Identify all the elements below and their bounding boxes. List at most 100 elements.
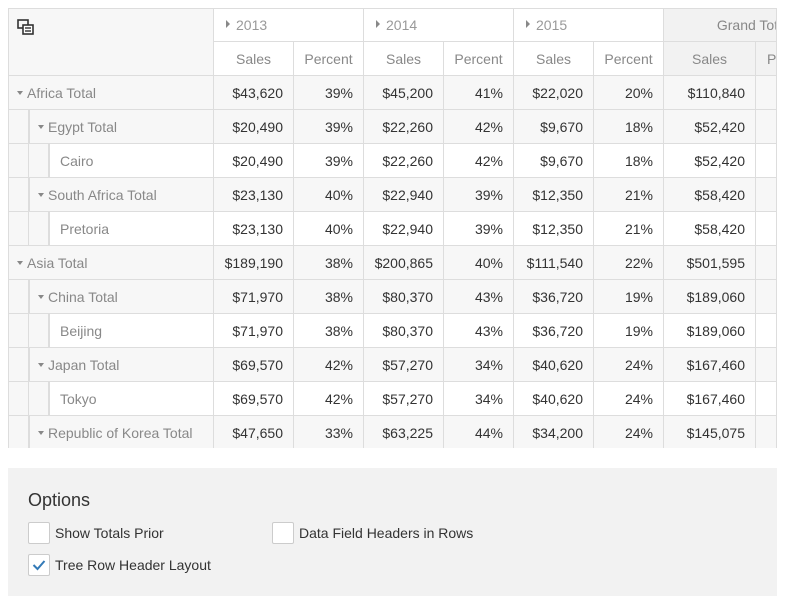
tree-indent (9, 144, 29, 178)
sales-cell: $22,940 (364, 178, 444, 212)
collapse-arrow-icon[interactable] (38, 362, 44, 367)
tree-indent (9, 178, 29, 212)
expand-arrow-icon[interactable] (226, 20, 230, 28)
row-header-label: Japan Total (48, 356, 120, 373)
percent-cell: 21% (594, 178, 664, 212)
expand-arrow-icon[interactable] (526, 20, 530, 28)
percent-cell: 41% (444, 76, 514, 110)
percent-cell (756, 76, 776, 110)
tree-indent (9, 348, 29, 382)
row-header-label: Egypt Total (48, 118, 118, 135)
data-field-headers-in-rows-label: Data Field Headers in Rows (299, 525, 474, 541)
sales-subheader: Sales (214, 42, 294, 76)
grand-total-label: Grand Total (716, 17, 776, 33)
percent-cell: 39% (294, 76, 364, 110)
column-header-2013[interactable]: 2013 (214, 8, 364, 42)
sales-cell: $9,670 (514, 144, 594, 178)
sales-cell: $34,200 (514, 416, 594, 448)
tree-indent (29, 382, 49, 416)
row-header-label: Pretoria (60, 220, 110, 237)
percent-subheader: Percent (294, 42, 364, 76)
sales-cell: $12,350 (514, 178, 594, 212)
column-header-2015[interactable]: 2015 (514, 8, 664, 42)
sales-cell: $36,720 (514, 314, 594, 348)
sales-cell: $22,260 (364, 110, 444, 144)
data-field-headers-in-rows-box[interactable] (272, 522, 294, 544)
row-header-label: Asia Total (27, 254, 88, 271)
pivot-corner (9, 8, 214, 76)
checkmark-icon (32, 560, 46, 571)
column-header-label: 2015 (536, 17, 568, 33)
column-header-grand-total: Grand Total (664, 8, 776, 42)
row-header: Cairo (49, 144, 214, 178)
collapse-arrow-icon[interactable] (38, 430, 44, 435)
percent-cell (756, 212, 776, 246)
collapse-arrow-icon[interactable] (38, 124, 44, 129)
sales-cell: $80,370 (364, 280, 444, 314)
row-header-label: Beijing (60, 322, 103, 339)
percent-cell: 18% (594, 110, 664, 144)
percent-cell: 39% (444, 212, 514, 246)
percent-cell (756, 314, 776, 348)
percent-subheader: Percent (594, 42, 664, 76)
percent-cell (756, 382, 776, 416)
row-header[interactable]: Egypt Total (29, 110, 214, 144)
field-chooser-icon[interactable] (17, 19, 35, 35)
sales-cell: $189,190 (214, 246, 294, 280)
sales-cell: $57,270 (364, 348, 444, 382)
row-header[interactable]: Asia Total (9, 246, 214, 280)
data-field-headers-in-rows-checkbox[interactable]: Data Field Headers in Rows (272, 522, 473, 544)
collapse-arrow-icon[interactable] (38, 294, 44, 299)
percent-cell: 38% (294, 280, 364, 314)
tree-indent (9, 416, 29, 448)
sales-cell: $9,670 (514, 110, 594, 144)
collapse-arrow-icon[interactable] (17, 90, 23, 95)
row-header-label: Republic of Korea Total (48, 424, 193, 441)
row-header: Beijing (49, 314, 214, 348)
sales-cell: $12,350 (514, 212, 594, 246)
row-header[interactable]: South Africa Total (29, 178, 214, 212)
tree-indent (9, 314, 29, 348)
percent-cell: 42% (444, 110, 514, 144)
percent-cell: 43% (444, 280, 514, 314)
tree-row-header-layout-box[interactable] (28, 554, 50, 576)
show-totals-prior-checkbox[interactable]: Show Totals Prior (28, 522, 164, 544)
row-header[interactable]: Africa Total (9, 76, 214, 110)
expand-arrow-icon[interactable] (376, 20, 380, 28)
percent-cell: 19% (594, 314, 664, 348)
percent-cell (756, 280, 776, 314)
tree-indent (29, 144, 49, 178)
collapse-arrow-icon[interactable] (17, 260, 23, 265)
percent-cell: 40% (294, 212, 364, 246)
row-header-label: Cairo (60, 152, 94, 169)
collapse-arrow-icon[interactable] (38, 192, 44, 197)
row-header-label: China Total (48, 288, 118, 305)
options-panel: Options Show Totals Prior Data Field Hea… (8, 468, 777, 596)
row-header[interactable]: Japan Total (29, 348, 214, 382)
row-header-label: Tokyo (60, 390, 97, 407)
sales-cell: $20,490 (214, 144, 294, 178)
tree-indent (9, 212, 29, 246)
percent-cell: 33% (294, 416, 364, 448)
percent-cell: 39% (294, 144, 364, 178)
percent-cell: 19% (594, 280, 664, 314)
row-header[interactable]: China Total (29, 280, 214, 314)
percent-cell: 38% (294, 246, 364, 280)
percent-cell (756, 144, 776, 178)
tree-row-header-layout-checkbox[interactable]: Tree Row Header Layout (28, 554, 211, 576)
row-header[interactable]: Republic of Korea Total (29, 416, 214, 448)
percent-cell (756, 178, 776, 212)
row-header-label: Africa Total (27, 84, 96, 101)
sales-cell: $200,865 (364, 246, 444, 280)
sales-cell: $23,130 (214, 212, 294, 246)
percent-cell: 39% (444, 178, 514, 212)
percent-cell: 42% (294, 348, 364, 382)
sales-cell: $71,970 (214, 314, 294, 348)
sales-cell: $36,720 (514, 280, 594, 314)
sales-cell: $80,370 (364, 314, 444, 348)
column-header-2014[interactable]: 2014 (364, 8, 514, 42)
percent-cell: 24% (594, 382, 664, 416)
percent-cell: 34% (444, 348, 514, 382)
show-totals-prior-box[interactable] (28, 522, 50, 544)
